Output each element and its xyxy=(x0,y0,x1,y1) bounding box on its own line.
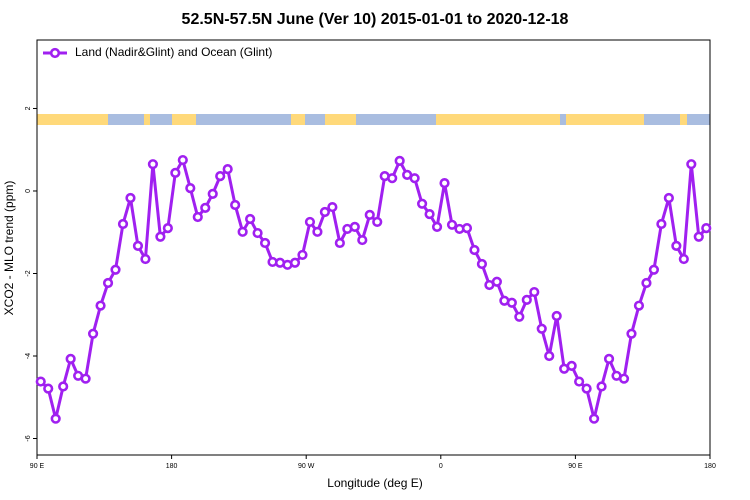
point xyxy=(312,226,323,237)
point xyxy=(686,159,697,170)
y-tick-label: -4 xyxy=(25,353,32,359)
point xyxy=(50,413,61,424)
point xyxy=(95,300,106,311)
legend-marker xyxy=(49,47,61,59)
x-tick-label: 90 E xyxy=(568,463,583,470)
point xyxy=(185,182,196,194)
point xyxy=(102,277,114,289)
point xyxy=(469,244,480,256)
point xyxy=(319,206,330,218)
point xyxy=(334,237,345,249)
point xyxy=(596,381,607,392)
point xyxy=(521,294,532,305)
point xyxy=(439,178,450,189)
point xyxy=(289,257,301,268)
plot-frame xyxy=(36,39,711,456)
point xyxy=(327,201,338,213)
point xyxy=(671,240,682,251)
y-tick-label: 2 xyxy=(25,106,32,110)
point xyxy=(409,173,420,184)
point xyxy=(551,310,562,322)
x-tick-label: 90 W xyxy=(298,463,315,470)
point xyxy=(207,188,218,199)
point xyxy=(529,286,540,298)
point xyxy=(192,211,203,223)
point xyxy=(678,253,689,265)
point xyxy=(633,300,645,311)
point xyxy=(574,376,585,387)
point xyxy=(304,216,316,228)
point xyxy=(514,311,525,322)
point xyxy=(58,381,69,392)
point xyxy=(603,353,615,364)
x-tick-label: 0 xyxy=(439,463,443,470)
series-line xyxy=(39,156,708,420)
x-tick-label: 90 E xyxy=(30,463,45,470)
point xyxy=(162,223,173,234)
point xyxy=(43,383,54,394)
point xyxy=(252,227,263,239)
point xyxy=(372,216,383,228)
point xyxy=(588,413,600,424)
x-axis-label: Longitude (deg E) xyxy=(327,476,422,490)
legend-label: Land (Nadir&Glint) and Ocean (Glint) xyxy=(75,45,272,59)
point xyxy=(215,171,226,182)
point xyxy=(245,213,256,225)
point xyxy=(147,159,159,170)
point xyxy=(140,253,151,265)
point xyxy=(663,192,674,204)
x-tick-label: 180 xyxy=(166,463,178,470)
point xyxy=(461,223,473,234)
point xyxy=(87,328,99,339)
point xyxy=(200,202,211,213)
point xyxy=(618,373,630,384)
y-tick-label: 0 xyxy=(25,189,32,193)
y-tick-label: -6 xyxy=(25,435,32,441)
point xyxy=(237,226,248,237)
point xyxy=(110,264,121,275)
point xyxy=(387,173,398,184)
point xyxy=(506,297,517,308)
point xyxy=(648,264,660,275)
point xyxy=(581,383,592,394)
point xyxy=(35,376,46,387)
point xyxy=(230,199,241,211)
point xyxy=(693,231,704,242)
point xyxy=(349,221,360,232)
point xyxy=(476,258,488,270)
point xyxy=(177,154,188,166)
point xyxy=(544,350,555,362)
point xyxy=(701,223,712,234)
point xyxy=(357,234,368,246)
point xyxy=(626,328,637,339)
land-ocean-strip xyxy=(37,114,710,125)
y-axis-label: XCO2 - MLO trend (ppm) xyxy=(2,181,16,316)
point xyxy=(424,208,435,220)
point xyxy=(641,277,652,289)
point xyxy=(536,323,547,334)
point xyxy=(566,360,577,371)
point xyxy=(170,167,181,178)
point xyxy=(80,373,91,384)
point xyxy=(222,164,233,175)
point xyxy=(446,219,458,230)
point xyxy=(417,198,428,209)
point xyxy=(431,221,443,232)
chart-title: 52.5N-57.5N June (Ver 10) 2015-01-01 to … xyxy=(182,11,569,28)
point xyxy=(491,276,502,287)
point xyxy=(656,218,667,230)
point xyxy=(132,240,144,251)
point xyxy=(364,209,375,221)
y-tick-label: -2 xyxy=(25,270,32,276)
point xyxy=(65,353,76,364)
point xyxy=(155,231,166,242)
point xyxy=(297,249,308,261)
point xyxy=(394,155,405,166)
point xyxy=(125,192,136,204)
x-tick-label: 180 xyxy=(704,463,716,470)
point xyxy=(117,218,129,230)
point xyxy=(259,237,271,249)
